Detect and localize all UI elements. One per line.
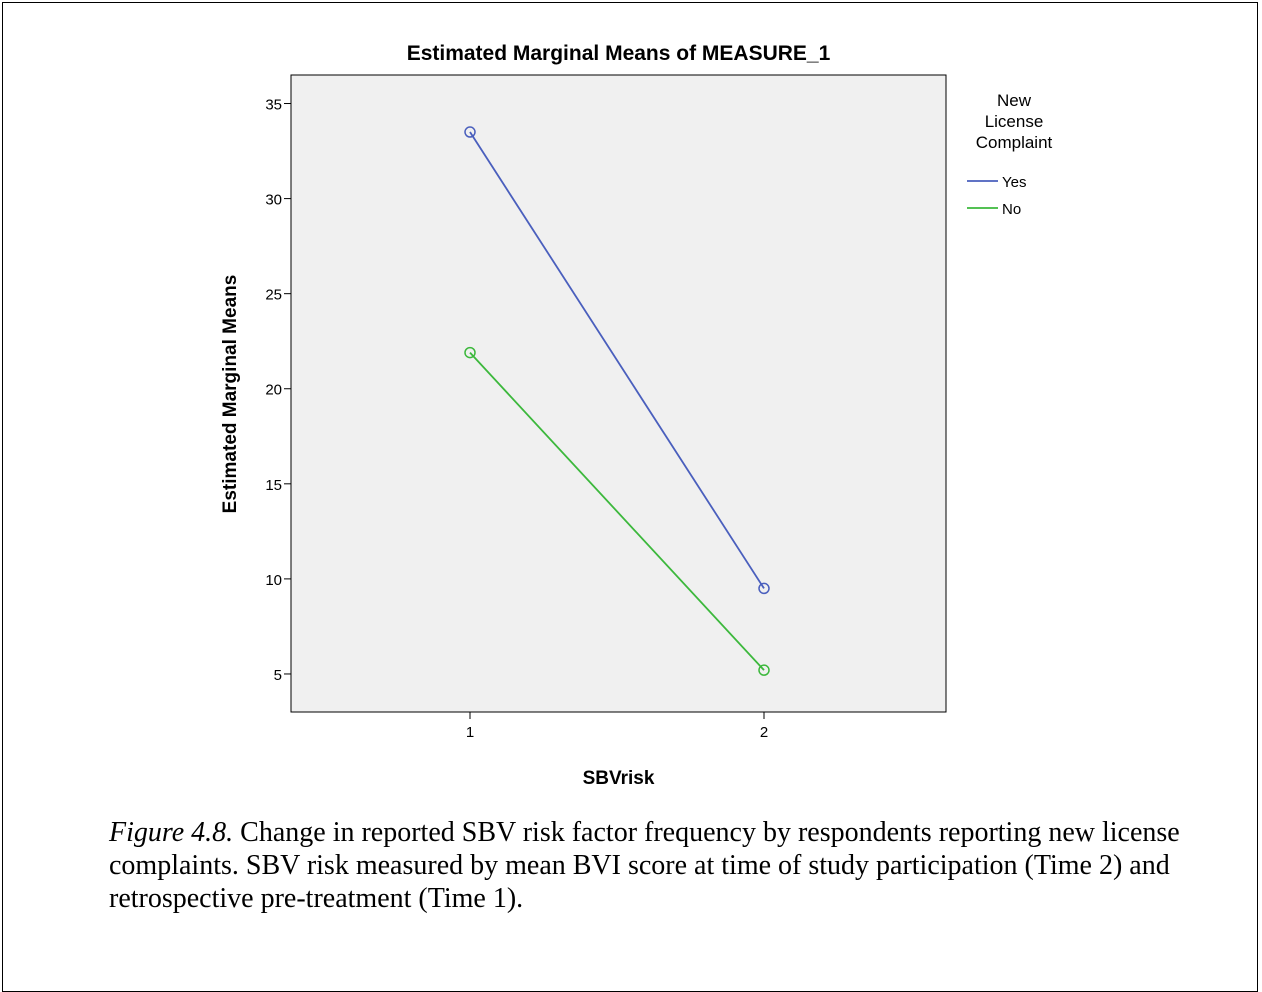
figure-label: Figure 4.8. [109,817,234,848]
x-axis-label: SBVrisk [583,768,655,789]
legend-label: Yes [1002,174,1026,191]
y-tick-label: 15 [265,477,282,494]
data-point [464,346,476,359]
data-point [758,582,770,595]
legend-title: License [985,112,1044,131]
plot-area [290,74,947,713]
x-tick-label: 1 [466,724,474,741]
legend-label: No [1002,201,1021,218]
y-tick-label: 35 [265,97,282,114]
y-tick-label: 25 [265,287,282,304]
caption-text: Change in reported SBV risk factor frequ… [109,817,1180,914]
data-point [758,664,770,676]
legend-title: New [997,91,1032,110]
x-tick-label: 2 [760,724,768,741]
series-line [469,131,765,589]
y-tick-label: 10 [265,572,282,589]
chart: Estimated Marginal Means of MEASURE_1 5 10… [220,42,1053,789]
y-axis-label: Estimated Marginal Means [220,275,241,514]
figure-caption: Figure 4.8. Change in reported SBV risk … [109,816,1189,915]
y-tick-label: 5 [274,667,282,684]
series-line [469,352,765,671]
data-point [464,126,476,138]
y-tick-label: 20 [265,382,282,399]
legend-title: Complaint [976,133,1053,152]
chart-title: Estimated Marginal Means of MEASURE_1 [407,42,831,65]
y-tick-label: 30 [265,192,282,209]
